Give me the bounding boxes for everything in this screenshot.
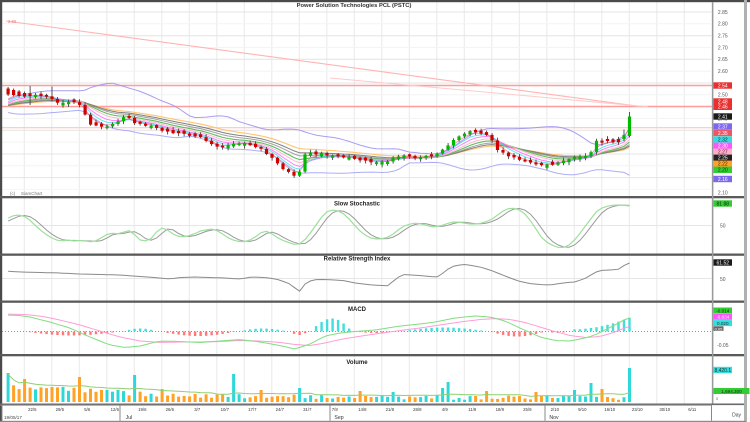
svg-text:2.41: 2.41 xyxy=(718,114,728,120)
svg-text:Relative Strength Index: Relative Strength Index xyxy=(324,256,391,262)
svg-text:Jul: Jul xyxy=(126,415,133,421)
svg-text:7/8: 7/8 xyxy=(332,407,339,412)
svg-text:0.05: 0.05 xyxy=(715,326,724,331)
svg-text:2/10: 2/10 xyxy=(551,407,560,412)
svg-text:2.35: 2.35 xyxy=(718,131,728,137)
svg-text:11/9: 11/9 xyxy=(468,407,477,412)
svg-text:16/10: 16/10 xyxy=(604,407,615,412)
svg-text:2.85: 2.85 xyxy=(718,10,728,16)
svg-text:3/7: 3/7 xyxy=(194,407,201,412)
svg-text:4/9: 4/9 xyxy=(442,407,449,412)
svg-text:28/8: 28/8 xyxy=(413,407,422,412)
svg-text:Volume: Volume xyxy=(346,360,368,366)
svg-text:0.020: 0.020 xyxy=(717,321,729,326)
svg-text:2.10: 2.10 xyxy=(718,191,728,197)
svg-text:2.20: 2.20 xyxy=(718,168,728,174)
svg-text:31/7: 31/7 xyxy=(303,407,312,412)
svg-text:17/7: 17/7 xyxy=(248,407,257,412)
svg-text:2.70: 2.70 xyxy=(718,45,728,51)
svg-text:2.22: 2.22 xyxy=(718,162,728,168)
svg-text:2.46: 2.46 xyxy=(718,105,728,111)
svg-text:2.32: 2.32 xyxy=(718,137,728,143)
svg-text:2.86: 2.86 xyxy=(8,19,17,24)
svg-text:24/7: 24/7 xyxy=(276,407,285,412)
svg-text:-0.05: -0.05 xyxy=(717,343,729,349)
svg-text:Day: Day xyxy=(732,413,741,419)
svg-text:81 88: 81 88 xyxy=(717,201,730,207)
svg-text:2.30: 2.30 xyxy=(718,144,728,150)
svg-text:2.60: 2.60 xyxy=(718,69,728,75)
svg-text:21/8: 21/8 xyxy=(386,407,395,412)
svg-text:1,694,300: 1,694,300 xyxy=(721,389,742,394)
svg-text:10/7: 10/7 xyxy=(221,407,230,412)
svg-text:9/10: 9/10 xyxy=(578,407,587,412)
svg-text:SiamChart: SiamChart xyxy=(21,191,43,196)
svg-text:0: 0 xyxy=(716,396,719,401)
svg-text:22/5: 22/5 xyxy=(28,407,37,412)
svg-text:50: 50 xyxy=(720,277,726,283)
svg-text:5/6: 5/6 xyxy=(84,407,91,412)
svg-text:-0.034: -0.034 xyxy=(716,315,729,320)
svg-text:Slow Stochastic: Slow Stochastic xyxy=(334,202,381,208)
svg-text:18/9: 18/9 xyxy=(496,407,505,412)
svg-text:19/05/17: 19/05/17 xyxy=(4,415,22,420)
svg-text:2.50: 2.50 xyxy=(718,93,728,99)
svg-text:-0.014: -0.014 xyxy=(716,308,729,313)
svg-text:Sep: Sep xyxy=(334,415,343,421)
svg-text:61.52: 61.52 xyxy=(717,260,730,266)
svg-text:(c): (c) xyxy=(10,191,16,196)
svg-text:30/10: 30/10 xyxy=(659,407,670,412)
svg-text:2.80: 2.80 xyxy=(718,22,728,28)
svg-text:6/11: 6/11 xyxy=(688,407,697,412)
svg-text:25/9: 25/9 xyxy=(523,407,532,412)
svg-text:MACD: MACD xyxy=(348,307,367,313)
svg-text:12/6: 12/6 xyxy=(111,407,120,412)
svg-text:2.25: 2.25 xyxy=(718,156,728,162)
svg-text:Power Solution Technologies PC: Power Solution Technologies PCL (PSTC) xyxy=(297,3,412,9)
svg-text:26/6: 26/6 xyxy=(166,407,175,412)
svg-text:Nov: Nov xyxy=(549,415,559,421)
svg-text:2.48: 2.48 xyxy=(718,99,728,105)
svg-text:2.75: 2.75 xyxy=(718,34,728,40)
svg-text:2.54: 2.54 xyxy=(718,83,728,89)
svg-text:19/6: 19/6 xyxy=(138,407,147,412)
svg-text:2.27: 2.27 xyxy=(718,150,728,156)
svg-text:2.37: 2.37 xyxy=(718,124,728,130)
svg-text:23/10: 23/10 xyxy=(632,407,643,412)
svg-text:2.16: 2.16 xyxy=(718,177,728,183)
svg-text:8,420.1: 8,420.1 xyxy=(714,368,731,374)
svg-text:14/8: 14/8 xyxy=(358,407,367,412)
svg-text:2.65: 2.65 xyxy=(718,57,728,63)
svg-text:29/5: 29/5 xyxy=(56,407,65,412)
svg-text:50: 50 xyxy=(720,223,726,229)
